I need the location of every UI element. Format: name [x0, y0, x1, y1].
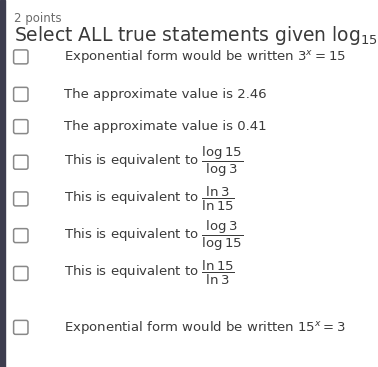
- FancyBboxPatch shape: [14, 320, 28, 334]
- FancyBboxPatch shape: [14, 87, 28, 101]
- Text: Exponential form would be written $3^x = 15$: Exponential form would be written $3^x =…: [64, 48, 346, 65]
- FancyBboxPatch shape: [14, 120, 28, 134]
- Text: The approximate value is 2.46: The approximate value is 2.46: [64, 88, 267, 101]
- FancyBboxPatch shape: [14, 50, 28, 64]
- Text: 2 points: 2 points: [14, 12, 62, 25]
- Text: Exponential form would be written $15^x = 3$: Exponential form would be written $15^x …: [64, 319, 346, 336]
- FancyBboxPatch shape: [14, 155, 28, 169]
- Text: This is equivalent to $\dfrac{\log 15}{\log 3}$: This is equivalent to $\dfrac{\log 15}{\…: [64, 145, 243, 179]
- Text: This is equivalent to $\dfrac{\log 3}{\log 15}$: This is equivalent to $\dfrac{\log 3}{\l…: [64, 219, 243, 252]
- Text: This is equivalent to $\dfrac{\ln 3}{\ln 15}$: This is equivalent to $\dfrac{\ln 3}{\ln…: [64, 185, 235, 213]
- FancyBboxPatch shape: [14, 229, 28, 243]
- FancyBboxPatch shape: [14, 192, 28, 206]
- Text: This is equivalent to $\dfrac{\ln 15}{\ln 3}$: This is equivalent to $\dfrac{\ln 15}{\l…: [64, 259, 235, 287]
- FancyBboxPatch shape: [14, 266, 28, 280]
- Bar: [0, 0, 5, 367]
- Text: The approximate value is 0.41: The approximate value is 0.41: [64, 120, 267, 133]
- Text: Select ALL true statements given $\log_{15} 3$: Select ALL true statements given $\log_{…: [14, 24, 378, 47]
